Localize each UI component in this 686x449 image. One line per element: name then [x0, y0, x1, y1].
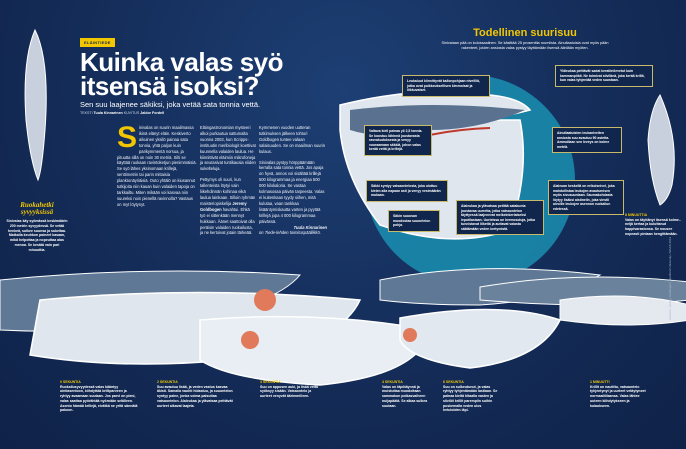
timeline-step: 1 MINUUTTI Krillit on nautittu, vatsaonte… — [590, 380, 646, 408]
callout-tongue: Valtava kieli painaa yli 2,5 tonnia. Se … — [364, 125, 432, 156]
callout-jaw-bones: Leukaluut kiinnittyvät kallonpohjaan niv… — [402, 75, 490, 97]
body-column-3: Kymmenen vuoden uutteran tutkimuksen jäl… — [259, 125, 327, 236]
sidebar-box: Ruokahetki syvyyksissä Sinivalas käy syö… — [6, 202, 68, 253]
callout-baleen: Yläleukaa peittävät sadat keratiinilevet… — [555, 65, 653, 87]
callout-jaw-sensor: Alaleuan keskellä on erikoisnivel, joka … — [548, 180, 624, 215]
body-column-2: Eläingastronomian mysteeri alkoi purkaut… — [200, 125, 256, 236]
section-kicker: ELÄINTIEDE — [80, 38, 115, 47]
callout-sack-mouth: Säkin suuosan muodostaa suuontelon pohja… — [388, 210, 440, 232]
timeline-step: 4 SEKUNTIA Valas on täpötäynnä ja muistut… — [382, 380, 428, 408]
diving-whale-left — [24, 28, 47, 182]
timeline-step: 0 SEKUNTIA Ruokailusyvyydessä valas käänt… — [60, 380, 138, 413]
sidebar-text: Sinivalas käy syömässä keskimäärin 200 m… — [6, 219, 68, 252]
infographic-header: Todellinen suurisuu Sinivalaan pää on ko… — [410, 27, 640, 51]
timeline-step: 6 SEKUNTIA Suu on sulkeutunut, ja valas r… — [443, 380, 498, 413]
infographic-title: Todellinen suurisuu — [473, 27, 577, 39]
whale-sequence — [0, 268, 686, 386]
signature: Tuula Kinnarinen — [293, 224, 327, 230]
krill-swarm — [241, 331, 259, 349]
infographic-intro: Sinivalaan pää on kolossaalinen. Se käsi… — [441, 41, 609, 50]
credit-line: Aineisto: Jeremy Goldbogen, Stanford Uni… — [668, 236, 672, 320]
krill-swarm — [403, 328, 417, 342]
timeline-step: 8 MINUUTTIA Valas on täyttänyt itsensä ko… — [625, 213, 681, 236]
page-title: Kuinka valas syö itsensä isoksi? — [80, 47, 284, 101]
subtitle: Sen suu laajenee säkiksi, joka vetää sat… — [80, 100, 261, 109]
sidebar-heading: Ruokahetki syvyyksissä — [20, 201, 54, 216]
byline: TEKSTI Tuula Kinnarinen KUVITUS Jaldor F… — [80, 111, 165, 115]
callout-grooves: Alaleukaa ja ylävatsaa peittää satakunta… — [456, 200, 544, 235]
diving-whale-right — [647, 93, 675, 206]
timeline-step: 3 SEKUNTIA Suu on apposen auki, ja lisää … — [260, 380, 318, 399]
callout-sack: Säkki syntyy vatsaontelosta, joka ulottu… — [366, 180, 448, 202]
timeline-step: 2 SEKUNTIA Suu avautuu lisää, ja veden va… — [157, 380, 233, 408]
callout-jaw-joints: Ainutlaatuisten leukanivelten ansiosta s… — [552, 127, 622, 153]
krill-swarm — [254, 289, 276, 311]
